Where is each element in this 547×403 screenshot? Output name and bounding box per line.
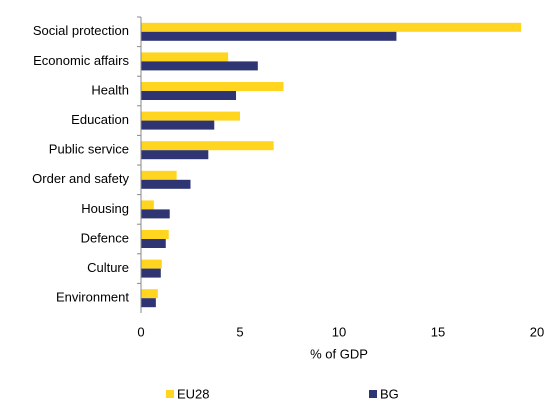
bar	[141, 289, 158, 299]
bar	[141, 230, 169, 239]
y-tick-label: Health	[91, 82, 129, 97]
bar	[141, 141, 274, 151]
bar	[141, 82, 284, 91]
bar	[141, 170, 177, 180]
bar	[141, 209, 170, 219]
legend-label: BG	[380, 386, 399, 401]
bar	[141, 150, 209, 160]
bar	[141, 298, 156, 308]
x-axis-title: % of GDP	[310, 346, 368, 361]
y-tick-label: Environment	[56, 290, 129, 305]
x-tick-label: 15	[431, 324, 445, 339]
bar	[141, 52, 229, 62]
bar	[141, 120, 215, 130]
bar	[141, 179, 191, 189]
legend-swatch	[166, 390, 174, 398]
y-tick-label: Social protection	[33, 23, 129, 38]
y-tick-label: Culture	[87, 260, 129, 275]
bar	[141, 200, 154, 210]
y-tick-label: Defence	[81, 230, 129, 245]
bar	[141, 268, 161, 278]
bar	[141, 239, 166, 248]
bar	[141, 31, 397, 41]
legend-label: EU28	[177, 386, 210, 401]
bar	[141, 91, 237, 100]
y-tick-label: Housing	[81, 201, 129, 216]
x-tick-label: 0	[137, 324, 144, 339]
bar	[141, 22, 522, 32]
bar	[141, 111, 240, 121]
x-tick-label: 5	[236, 324, 243, 339]
bar	[141, 259, 162, 269]
y-tick-label: Order and safety	[32, 171, 129, 186]
x-tick-label: 10	[332, 324, 346, 339]
y-tick-label: Economic affairs	[33, 53, 129, 68]
legend-swatch	[369, 390, 377, 398]
x-tick-label: 20	[530, 324, 544, 339]
y-tick-label: Education	[71, 112, 129, 127]
y-tick-label: Public service	[49, 142, 129, 157]
bar	[141, 61, 258, 71]
